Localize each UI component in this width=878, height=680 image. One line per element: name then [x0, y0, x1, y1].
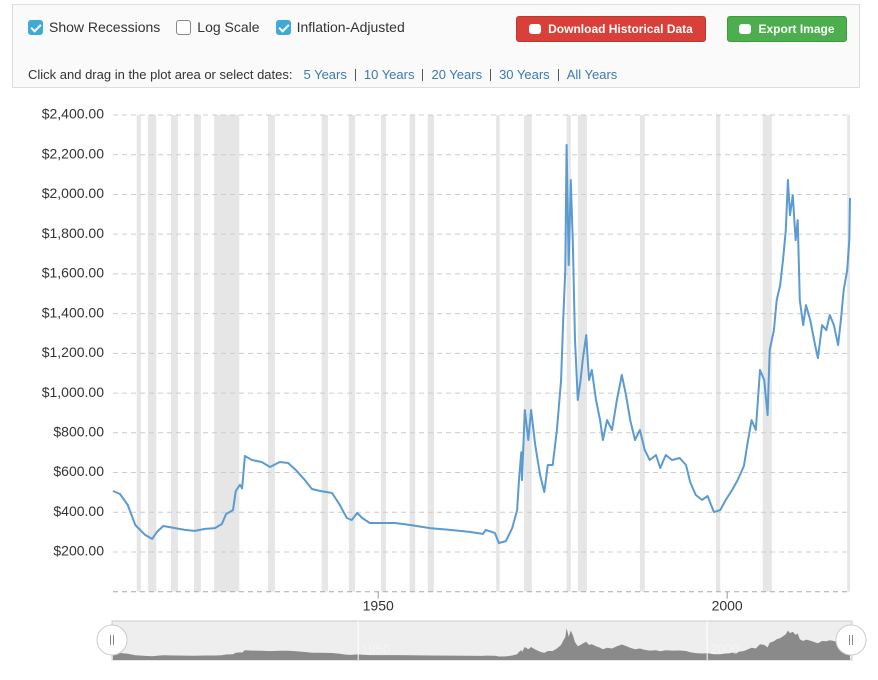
recession-band [762, 115, 772, 592]
download-button[interactable]: Download Historical Data [516, 16, 706, 42]
x-tick-label: 1950 [363, 598, 394, 614]
y-tick-label: $200.00 [53, 543, 104, 559]
y-tick-label: $2,400.00 [42, 106, 104, 122]
range-link[interactable]: 20 Years [431, 67, 483, 82]
recession-band [496, 115, 500, 592]
checkbox-label[interactable]: Inflation-Adjusted [296, 19, 405, 35]
checkbox-box[interactable] [275, 19, 291, 35]
y-tick-label: $1,200.00 [42, 344, 104, 360]
separator [422, 68, 424, 81]
recession-band [193, 115, 201, 592]
recession-band [847, 115, 850, 592]
recession-band [267, 115, 275, 592]
recession-band [321, 115, 328, 592]
navigator-area [113, 628, 850, 660]
range-link[interactable]: All Years [566, 67, 618, 82]
checkbox-box[interactable] [28, 19, 43, 35]
range-link[interactable]: 30 Years [499, 67, 550, 82]
button-label[interactable]: Download Historical Data [548, 22, 693, 36]
navigator-handle[interactable] [835, 624, 867, 656]
y-tick-label: $2,200.00 [42, 145, 104, 161]
separator [354, 68, 356, 81]
x-tick-label: 2000 [712, 598, 743, 614]
y-tick-label: $800.00 [53, 424, 104, 440]
y-tick-label: $2,000.00 [42, 185, 104, 201]
range-link[interactable]: 10 Years [363, 67, 415, 82]
recession-band [577, 115, 587, 592]
y-tick-label: $400.00 [53, 503, 104, 519]
navigator-label: 2000 [710, 641, 739, 656]
recession-band [524, 115, 532, 592]
recession-band [170, 115, 178, 592]
recession-band [147, 115, 157, 592]
y-tick-label: $1,800.00 [42, 225, 104, 241]
y-tick-label: $1,000.00 [42, 384, 104, 400]
checkbox[interactable]: Log Scale [176, 19, 260, 35]
navigator-handle[interactable] [96, 624, 128, 656]
recession-band [136, 115, 141, 592]
navigator-bg [111, 620, 853, 661]
recession-band [381, 115, 386, 592]
image-icon [739, 24, 752, 34]
recession-band [427, 115, 435, 592]
recession-band [348, 115, 356, 592]
checkbox-box[interactable] [176, 19, 192, 35]
navigator-label: 1950 [361, 641, 390, 656]
checkbox[interactable]: Show Recessions [28, 19, 160, 35]
recession-band [214, 115, 240, 592]
checkbox-label[interactable]: Log Scale [197, 19, 260, 35]
y-tick-label: $1,400.00 [42, 304, 104, 320]
button-label[interactable]: Export Image [758, 22, 835, 36]
toolbar: Show Recessions Log Scale Inflation-Adju… [12, 4, 860, 88]
y-tick-label: $600.00 [53, 463, 104, 479]
range-row: Click and drag in the plot area or selec… [28, 67, 625, 82]
recession-band [409, 115, 416, 592]
separator [490, 68, 492, 81]
range-link[interactable]: 5 Years [303, 67, 347, 82]
cloud-icon [529, 24, 542, 34]
checkbox[interactable]: Inflation-Adjusted [275, 19, 405, 35]
separator [557, 68, 559, 81]
y-tick-label: $1,600.00 [42, 265, 104, 281]
recession-band [566, 115, 571, 592]
recession-band [716, 115, 721, 592]
export-button[interactable]: Export Image [727, 16, 847, 42]
price-line [112, 144, 851, 544]
options: Show Recessions Log Scale Inflation-Adju… [28, 19, 421, 35]
checkbox-label[interactable]: Show Recessions [49, 19, 161, 35]
recession-band [639, 115, 645, 592]
range-prompt: Click and drag in the plot area or selec… [28, 67, 293, 82]
